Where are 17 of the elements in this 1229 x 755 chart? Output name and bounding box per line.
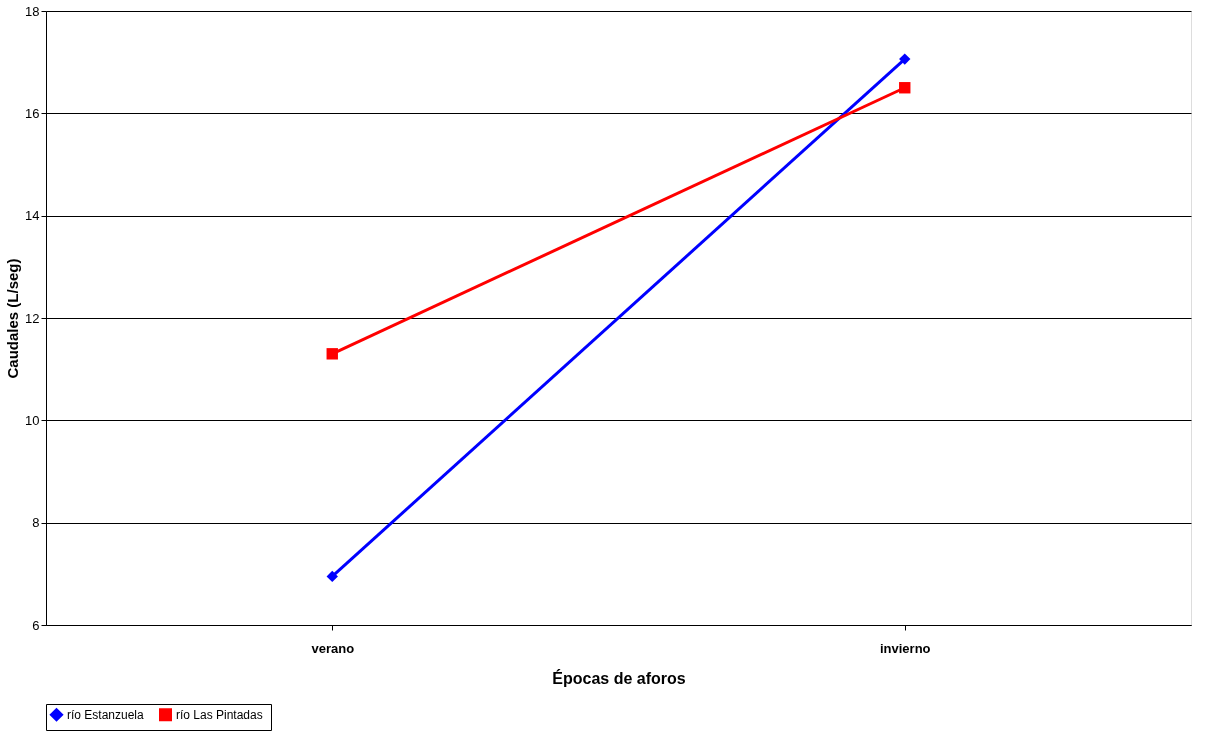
point (899, 82, 911, 94)
x-axis-title: Épocas de aforos (552, 668, 686, 687)
legend-label: río Las Pintadas (176, 707, 263, 722)
y-tick-label: 8 (32, 515, 40, 531)
x-tick-label: verano (311, 640, 355, 656)
y-tick-label: 6 (32, 617, 40, 633)
point (899, 53, 911, 65)
y-tick-label: 14 (25, 208, 40, 224)
y-axis-title: Caudales (L/seg) (4, 258, 22, 379)
legend-label: río Estanzuela (67, 707, 145, 722)
point (326, 570, 338, 583)
x-tick-label: invierno (879, 640, 931, 656)
y-tick-label: 18 (25, 3, 40, 19)
point (326, 348, 338, 360)
y-tick-label: 10 (25, 412, 40, 428)
y-tick-label: 16 (25, 105, 40, 121)
y-tick-label: 12 (25, 310, 40, 326)
